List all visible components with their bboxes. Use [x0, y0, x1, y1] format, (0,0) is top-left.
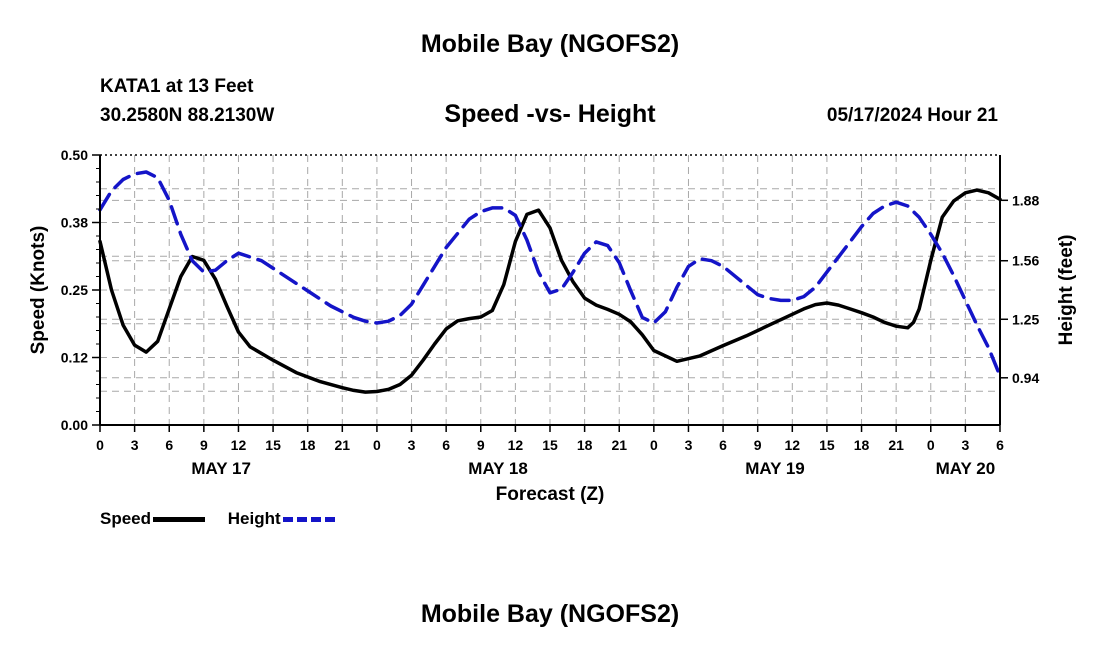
- x-day-label: MAY 20: [936, 459, 996, 478]
- y-right-tick-label: 0.94: [1012, 370, 1039, 386]
- x-axis-title: Forecast (Z): [496, 484, 605, 505]
- y-left-tick-label: 0.12: [61, 350, 88, 366]
- series: [98, 170, 1002, 394]
- legend-height-swatch: [282, 516, 335, 522]
- y-axis-right-title: Height (feet): [1056, 235, 1077, 346]
- y-left-tick-label: 0.00: [61, 417, 88, 433]
- series-line-speed: [98, 188, 1002, 394]
- x-tick-label: 15: [265, 437, 281, 453]
- x-tick-label: 12: [785, 437, 801, 453]
- x-tick-label: 21: [888, 437, 904, 453]
- x-tick-label: 3: [131, 437, 139, 453]
- y-right-tick-label: 1.25: [1012, 311, 1039, 327]
- x-tick-label: 21: [611, 437, 627, 453]
- x-tick-label: 15: [819, 437, 835, 453]
- x-tick-label: 9: [754, 437, 762, 453]
- x-tick-label: 0: [927, 437, 935, 453]
- axes: 0.00 0.12 0.25 0.38 0.50 0.94 1.25 1.56 1.88 0 3 6 9…: [61, 147, 1040, 478]
- y-left-tick-label: 0.38: [61, 215, 88, 231]
- y-left-tick-label: 0.50: [61, 147, 88, 163]
- x-tick-label: 18: [854, 437, 870, 453]
- x-tick-label: 6: [996, 437, 1004, 453]
- footer-title: Mobile Bay (NGOFS2): [420, 600, 680, 628]
- x-day-label: MAY 18: [468, 459, 528, 478]
- series-line-height: [98, 170, 1002, 378]
- legend-item-height: Height: [228, 509, 335, 529]
- chart-title: Mobile Bay (NGOFS2): [420, 30, 680, 58]
- grid: [100, 155, 1000, 425]
- x-tick-label: 6: [165, 437, 173, 453]
- x-tick-label: 6: [442, 437, 450, 453]
- x-tick-label: 3: [408, 437, 416, 453]
- x-tick-label: 9: [200, 437, 208, 453]
- legend: Speed Height: [100, 509, 353, 529]
- y-right-tick-label: 1.88: [1012, 192, 1039, 208]
- x-day-label: MAY 17: [191, 459, 251, 478]
- x-tick-label: 9: [477, 437, 485, 453]
- x-tick-label: 12: [231, 437, 247, 453]
- legend-speed-swatch: [153, 516, 206, 522]
- legend-speed-label: Speed: [100, 509, 152, 528]
- forecast-datestamp: 05/17/2024 Hour 21: [826, 105, 998, 126]
- x-tick-label: 18: [577, 437, 593, 453]
- station-coordinates: 30.2580N 88.2130W: [100, 105, 275, 126]
- x-tick-label: 3: [961, 437, 969, 453]
- x-tick-label: 3: [685, 437, 693, 453]
- x-day-label: MAY 19: [745, 459, 805, 478]
- y-axis-left-title: Speed (Knots): [28, 226, 49, 355]
- legend-height-label: Height: [227, 509, 281, 528]
- y-left-tick-label: 0.25: [61, 282, 88, 298]
- x-tick-label: 21: [335, 437, 351, 453]
- x-tick-label: 18: [300, 437, 316, 453]
- x-tick-label: 12: [508, 437, 524, 453]
- x-tick-label: 15: [542, 437, 558, 453]
- legend-item-speed: Speed: [100, 509, 206, 529]
- x-tick-label: 6: [719, 437, 727, 453]
- x-tick-label: 0: [650, 437, 658, 453]
- chart-subtitle: Speed -vs- Height: [444, 100, 656, 128]
- station-label: KATA1 at 13 Feet: [100, 76, 254, 97]
- y-right-tick-label: 1.56: [1012, 253, 1039, 269]
- x-tick-label: 0: [373, 437, 381, 453]
- x-tick-label: 0: [96, 437, 104, 453]
